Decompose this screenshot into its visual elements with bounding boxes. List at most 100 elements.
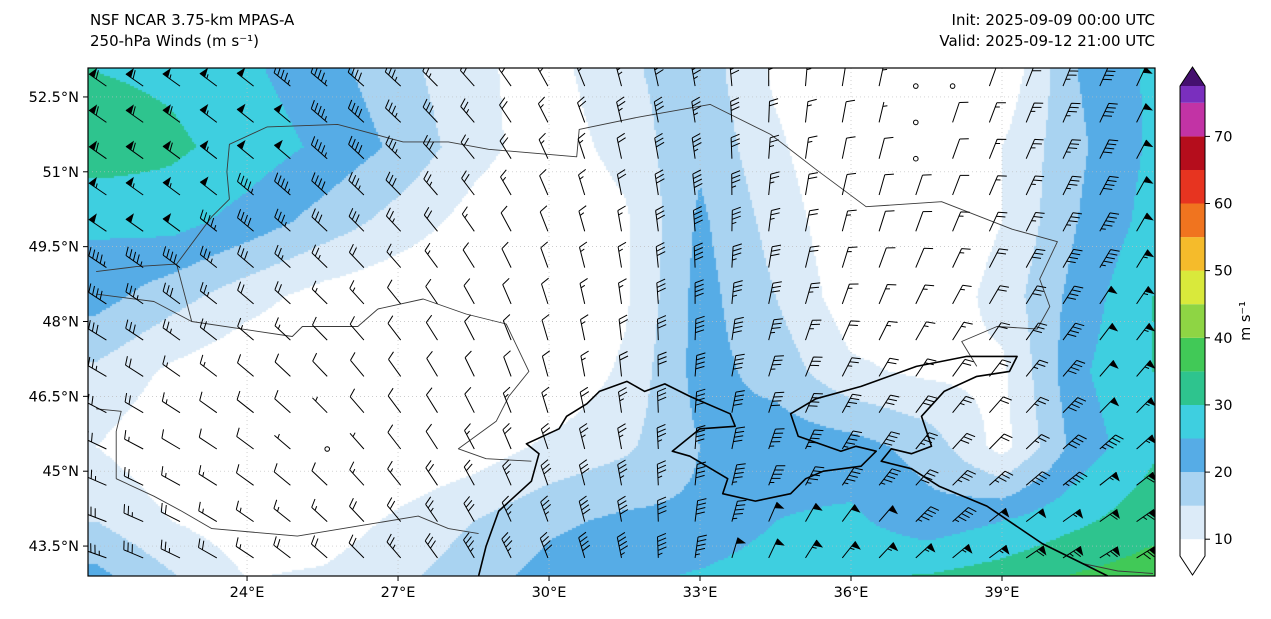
- wind-barb: [656, 278, 666, 304]
- coastline: [477, 355, 1109, 576]
- wind-barb: [162, 106, 181, 123]
- wind-barb: [310, 100, 328, 123]
- wind-barb: [805, 356, 823, 377]
- wind-barb-pennant: [851, 540, 861, 550]
- wind-barb: [423, 170, 438, 196]
- wind-barb: [692, 206, 703, 232]
- wind-barb: [989, 544, 1007, 559]
- wind-barb: [348, 207, 365, 232]
- wind-barb: [1025, 68, 1042, 87]
- wind-barb: [878, 542, 894, 559]
- wind-barb: [841, 283, 859, 305]
- wind-barb: [539, 169, 549, 196]
- x-tick-label: 39°E: [985, 585, 1020, 601]
- wind-barb: [655, 205, 666, 232]
- wind-barb: [1062, 248, 1083, 268]
- wind-barb: [88, 506, 107, 523]
- wind-barb-pennant: [273, 139, 283, 150]
- wind-barb: [125, 142, 144, 160]
- wind-barb: [768, 98, 779, 123]
- wind-barb: [388, 351, 402, 377]
- wind-barb: [952, 507, 977, 523]
- wind-barb: [841, 246, 858, 268]
- wind-barb: [915, 432, 938, 450]
- wind-barb: [1136, 397, 1152, 414]
- wind-barb: [349, 432, 365, 450]
- wind-barb: [1136, 471, 1155, 486]
- wind-barb: [657, 351, 667, 377]
- wind-barb: [805, 68, 812, 87]
- wind-barb: [841, 393, 862, 413]
- wind-barb: [731, 463, 746, 486]
- wind-barb: [88, 430, 107, 450]
- wind-barb: [952, 174, 970, 196]
- wind-barb: [422, 68, 438, 87]
- wind-barb: [579, 423, 589, 450]
- colorbar-tick-label: 60: [1214, 197, 1232, 213]
- wind-barb: [878, 357, 899, 377]
- wind-barb: [1062, 322, 1085, 341]
- wind-barb: [617, 495, 629, 522]
- wind-barb: [88, 469, 107, 486]
- wind-barb: [541, 386, 550, 413]
- wind-barb: [426, 350, 438, 377]
- wind-barb: [841, 357, 861, 377]
- wind-barb: [273, 536, 291, 559]
- colorbar-tick-label: 70: [1214, 129, 1232, 145]
- wind-barb: [1136, 212, 1148, 232]
- wind-barb: [841, 504, 856, 522]
- x-tick-label: 33°E: [683, 585, 718, 601]
- x-tick-label: 24°E: [230, 585, 265, 601]
- wind-barb: [1136, 139, 1147, 159]
- wind-barb: [805, 172, 818, 196]
- wind-barb: [1025, 434, 1050, 450]
- wind-barb: [274, 317, 291, 341]
- wind-barb: [878, 247, 896, 268]
- wind-barb: [1025, 471, 1051, 486]
- wind-barb: [653, 68, 664, 87]
- wind-barb: [499, 133, 512, 159]
- wind-barb: [878, 394, 900, 413]
- wind-barb: [125, 218, 144, 232]
- wind-barb: [1099, 68, 1116, 87]
- wind-barb: [162, 142, 181, 160]
- wind-barb: [198, 538, 218, 559]
- wind-barb: [576, 68, 586, 87]
- calm-wind-circle: [913, 155, 919, 162]
- wind-barb: [1062, 508, 1081, 523]
- wind-barb-pennant: [1145, 359, 1155, 369]
- wind-barb: [463, 278, 475, 305]
- wind-barb: [422, 98, 438, 123]
- wind-barb: [768, 244, 782, 268]
- wind-barb: [347, 99, 365, 123]
- wind-barb: [768, 355, 784, 377]
- wind-barb: [387, 279, 402, 305]
- wind-barb: [616, 531, 628, 558]
- wind-barb: [768, 502, 778, 522]
- wind-barb: [236, 72, 254, 87]
- wind-speed-fill: [88, 68, 1155, 576]
- wind-barb: [311, 208, 328, 232]
- wind-barb: [274, 433, 291, 450]
- wind-barb: [199, 73, 218, 87]
- y-tick-label: 49.5°N: [29, 240, 79, 256]
- wind-barb: [387, 315, 402, 341]
- wind-barb: [464, 423, 475, 450]
- wind-barb: [1099, 434, 1124, 450]
- wind-barb: [694, 425, 706, 450]
- wind-barb: [618, 387, 628, 413]
- colorbar-band: [1180, 102, 1205, 137]
- wind-barb: [502, 459, 512, 486]
- init-time-label: Init: 2025-09-09 00:00 UTC: [951, 11, 1155, 29]
- colorbar-tick-label: 40: [1214, 331, 1232, 347]
- wind-barb: [237, 172, 254, 196]
- wind-barb: [1062, 175, 1082, 196]
- wind-barb: [199, 391, 218, 414]
- wind-barb: [768, 465, 786, 486]
- wind-barb: [952, 432, 976, 450]
- wind-barb: [503, 350, 512, 377]
- wind-barb: [199, 282, 218, 305]
- wind-barb: [731, 390, 745, 413]
- wind-barb: [312, 316, 328, 341]
- field-title: 250-hPa Winds (m s⁻¹): [90, 32, 259, 50]
